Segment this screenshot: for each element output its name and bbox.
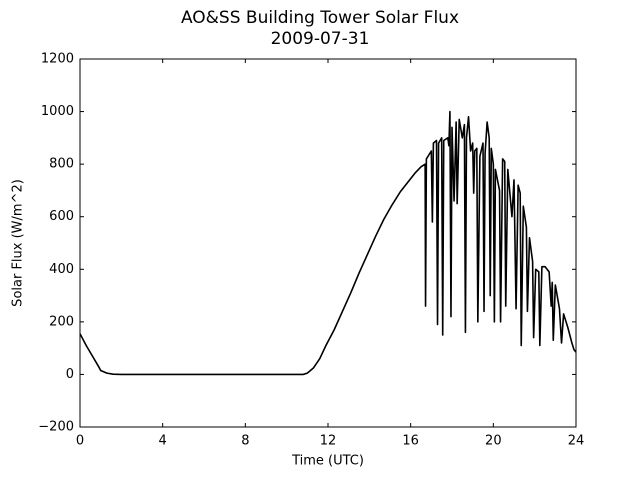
plot-frame: [79, 58, 577, 428]
y-tick-label: 200: [49, 314, 74, 329]
y-tick-label: 400: [49, 262, 74, 277]
y-tick-label: 600: [49, 209, 74, 224]
x-tick-label: 12: [320, 434, 337, 449]
x-tick-label: 20: [485, 434, 502, 449]
x-tick-label: 24: [568, 434, 585, 449]
x-tick-label: 16: [402, 434, 419, 449]
chart-title: AO&SS Building Tower Solar Flux: [181, 8, 459, 28]
y-tick-label: 1000: [41, 104, 74, 119]
chart-subtitle: 2009-07-31: [271, 29, 370, 49]
y-tick-label: 800: [49, 157, 74, 172]
y-tick-label: −200: [38, 420, 74, 435]
y-axis-label: Solar Flux (W/m^2): [11, 179, 26, 307]
x-tick-label: 8: [241, 434, 249, 449]
x-tick-label: 4: [159, 434, 167, 449]
x-tick-label: 0: [76, 434, 84, 449]
y-tick-label: 0: [66, 367, 74, 382]
y-tick-label: 1200: [41, 52, 74, 67]
x-axis-label: Time (UTC): [291, 454, 364, 469]
data-line: [79, 110, 577, 376]
